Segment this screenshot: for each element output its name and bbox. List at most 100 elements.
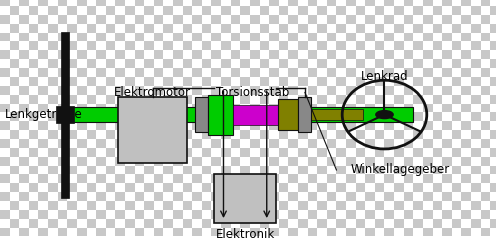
- Bar: [311, 109, 363, 120]
- Bar: [19, 121, 29, 130]
- Bar: [192, 139, 202, 148]
- Bar: [0, 192, 9, 201]
- Bar: [29, 201, 39, 210]
- Bar: [134, 15, 144, 24]
- Bar: [77, 104, 86, 112]
- Bar: [404, 104, 413, 112]
- Bar: [384, 0, 394, 6]
- Bar: [317, 201, 327, 210]
- Bar: [375, 130, 384, 139]
- Bar: [106, 183, 116, 192]
- Bar: [433, 77, 442, 86]
- Bar: [461, 0, 471, 6]
- Bar: [471, 219, 481, 227]
- Bar: [48, 112, 58, 121]
- Bar: [134, 33, 144, 41]
- Bar: [308, 157, 317, 166]
- Bar: [413, 95, 423, 104]
- Bar: [58, 210, 67, 219]
- Bar: [202, 166, 211, 174]
- Bar: [269, 227, 279, 236]
- Bar: [442, 174, 452, 183]
- Bar: [269, 33, 279, 41]
- Bar: [240, 219, 250, 227]
- Bar: [461, 227, 471, 236]
- Bar: [96, 210, 106, 219]
- Bar: [279, 183, 288, 192]
- Bar: [29, 219, 39, 227]
- Bar: [490, 59, 496, 68]
- Bar: [346, 0, 356, 6]
- Bar: [144, 130, 154, 139]
- Bar: [250, 192, 259, 201]
- Bar: [346, 227, 356, 236]
- Bar: [96, 192, 106, 201]
- Bar: [404, 192, 413, 201]
- Bar: [9, 219, 19, 227]
- Bar: [56, 106, 73, 123]
- Bar: [183, 95, 192, 104]
- Bar: [221, 59, 231, 68]
- Bar: [106, 95, 116, 104]
- Bar: [259, 41, 269, 50]
- Bar: [365, 86, 375, 95]
- Bar: [288, 104, 298, 112]
- Bar: [0, 0, 9, 6]
- Bar: [39, 0, 48, 6]
- Bar: [134, 210, 144, 219]
- Bar: [375, 219, 384, 227]
- Bar: [423, 50, 433, 59]
- Bar: [154, 174, 163, 183]
- Bar: [192, 50, 202, 59]
- Bar: [346, 192, 356, 201]
- Bar: [298, 130, 308, 139]
- Bar: [67, 77, 77, 86]
- Bar: [154, 192, 163, 201]
- Text: Lenkgetriebe: Lenkgetriebe: [5, 108, 82, 121]
- Bar: [452, 219, 461, 227]
- Bar: [269, 0, 279, 6]
- Bar: [116, 227, 125, 236]
- Bar: [394, 219, 404, 227]
- Bar: [394, 95, 404, 104]
- Bar: [19, 86, 29, 95]
- Bar: [0, 50, 9, 59]
- Bar: [192, 68, 202, 77]
- Bar: [211, 15, 221, 24]
- Bar: [317, 219, 327, 227]
- Bar: [231, 68, 240, 77]
- Bar: [154, 15, 163, 24]
- Bar: [19, 50, 29, 59]
- Bar: [144, 183, 154, 192]
- Bar: [39, 33, 48, 41]
- Bar: [317, 183, 327, 192]
- Bar: [173, 227, 183, 236]
- Bar: [413, 41, 423, 50]
- Bar: [288, 210, 298, 219]
- Bar: [404, 86, 413, 95]
- Bar: [173, 192, 183, 201]
- Bar: [308, 50, 317, 59]
- Bar: [423, 86, 433, 95]
- Bar: [106, 112, 116, 121]
- Bar: [96, 104, 106, 112]
- Bar: [19, 68, 29, 77]
- Bar: [298, 41, 308, 50]
- Bar: [269, 86, 279, 95]
- Bar: [154, 121, 163, 130]
- Bar: [39, 139, 48, 148]
- Bar: [259, 112, 269, 121]
- Bar: [336, 6, 346, 15]
- Bar: [481, 210, 490, 219]
- Bar: [29, 130, 39, 139]
- Bar: [298, 148, 308, 157]
- Bar: [154, 139, 163, 148]
- Bar: [77, 121, 86, 130]
- Bar: [471, 183, 481, 192]
- Bar: [77, 33, 86, 41]
- Bar: [96, 86, 106, 95]
- Bar: [317, 59, 327, 68]
- Bar: [490, 6, 496, 15]
- Bar: [317, 77, 327, 86]
- Bar: [0, 227, 9, 236]
